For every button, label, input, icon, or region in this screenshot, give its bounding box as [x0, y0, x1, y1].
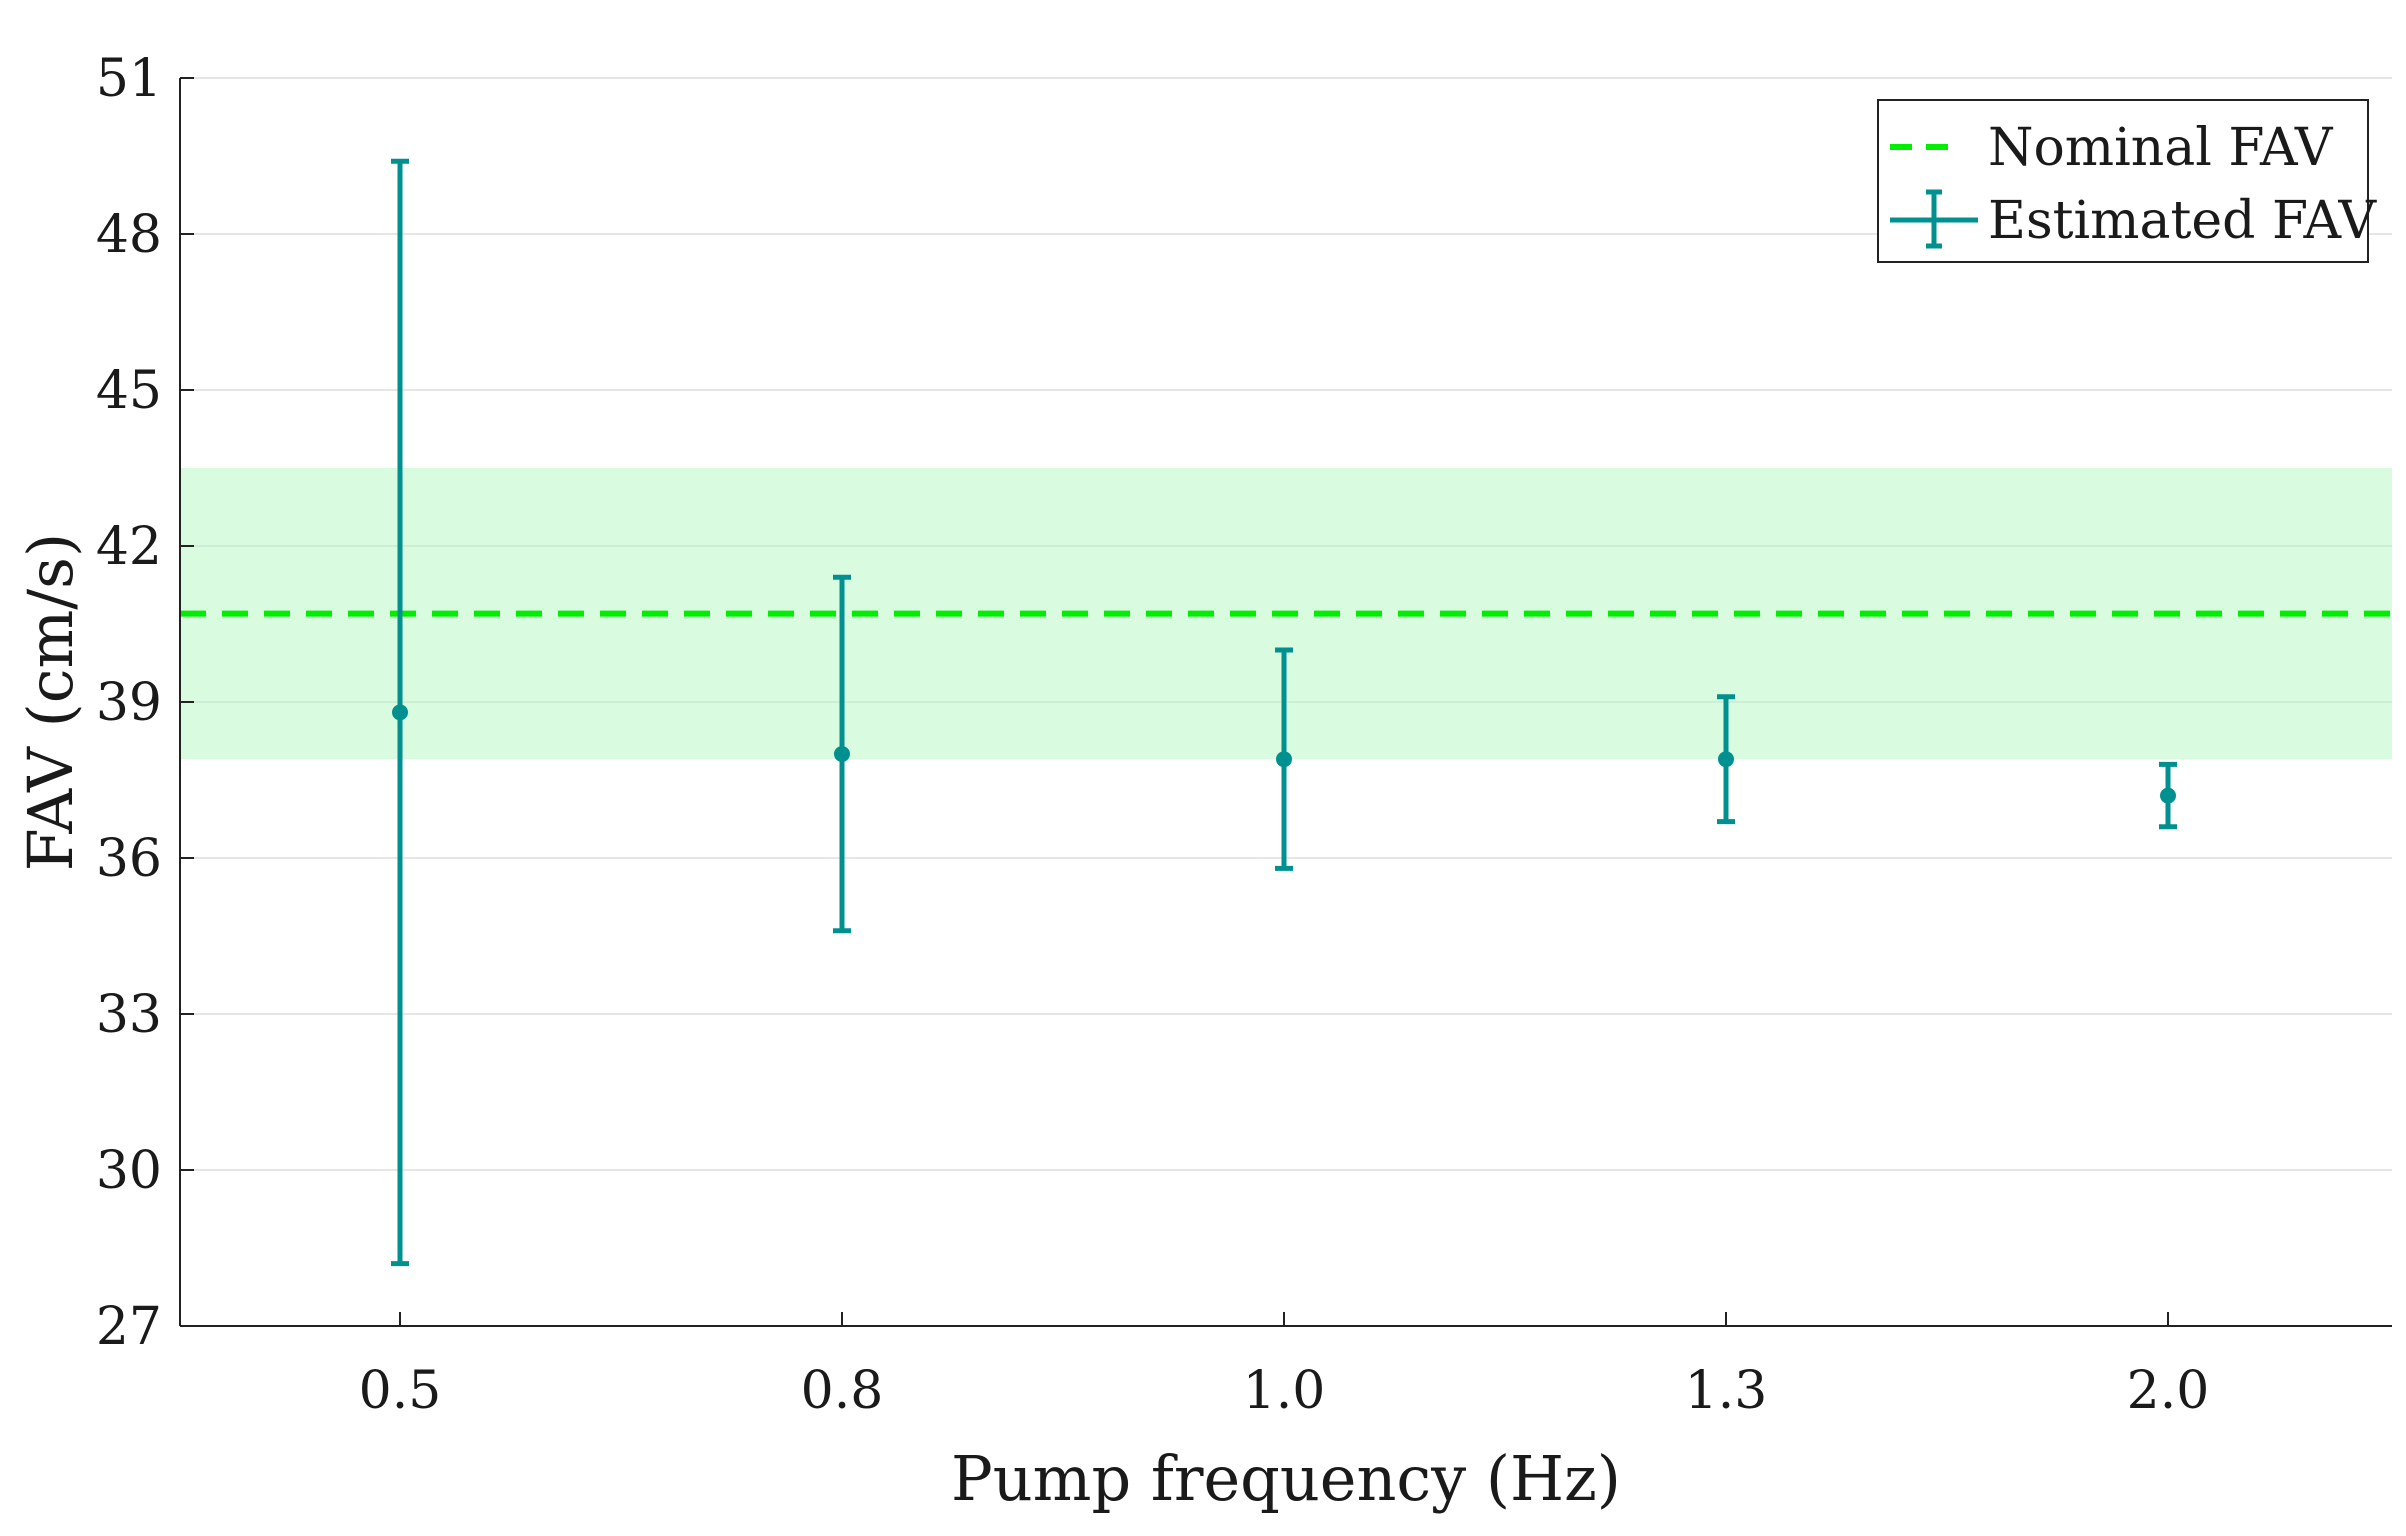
y-tick-label: 48: [96, 205, 162, 265]
y-tick-label: 33: [96, 985, 162, 1045]
x-tick-label: 2.0: [2127, 1361, 2210, 1421]
x-tick-label: 0.8: [801, 1361, 884, 1421]
x-ticks: 0.5 0.8 1.0 1.3 2.0: [359, 1312, 2210, 1421]
error-bar-1.3: [1717, 694, 1735, 825]
y-axis-label: FAV (cm/s): [14, 533, 87, 871]
legend-nominal-label: Nominal FAV: [1988, 118, 2334, 178]
legend: Nominal FAV Estimated FAV: [1877, 99, 2377, 263]
error-bar-0.8: [833, 574, 851, 934]
y-tick-label: 36: [96, 829, 162, 889]
y-tick-label: 30: [96, 1141, 162, 1201]
legend-estimated-swatch: [1890, 189, 1978, 249]
x-tick-label: 1.0: [1243, 1361, 1326, 1421]
data-point: [392, 704, 408, 721]
data-point: [1276, 751, 1292, 768]
legend-box: [1877, 99, 2369, 263]
x-tick-label: 0.5: [359, 1361, 442, 1421]
x-tick-label: 1.3: [1685, 1361, 1768, 1421]
data-point: [2160, 787, 2176, 804]
y-tick-label: 45: [96, 361, 162, 421]
y-tick-label: 39: [96, 673, 162, 733]
error-bar-1.0: [1275, 647, 1293, 871]
x-axis-label: Pump frequency (Hz): [951, 1442, 1621, 1515]
error-bar-2.0: [2159, 761, 2177, 830]
y-tick-label: 27: [96, 1297, 162, 1357]
error-bar-0.5: [391, 158, 409, 1267]
data-point: [1718, 751, 1734, 768]
legend-estimated-label: Estimated FAV: [1988, 191, 2377, 251]
y-tick-label: 42: [96, 517, 162, 577]
data-point: [834, 746, 850, 762]
y-ticks: 27 30 33 36 39 42 45 48 51: [96, 49, 194, 1357]
y-tick-label: 51: [96, 49, 162, 109]
error-bars: [391, 158, 2177, 1267]
